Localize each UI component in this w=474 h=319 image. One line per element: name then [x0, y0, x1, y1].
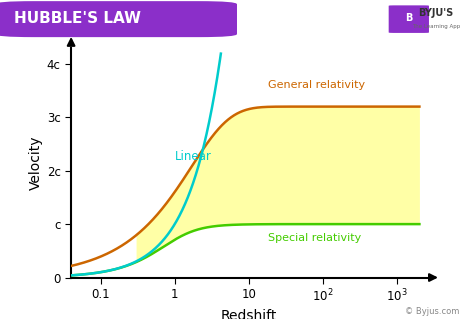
Text: HUBBLE'S LAW: HUBBLE'S LAW	[14, 11, 141, 26]
Text: B: B	[405, 13, 413, 23]
Text: © Byjus.com: © Byjus.com	[405, 307, 460, 316]
X-axis label: Redshift: Redshift	[221, 309, 277, 319]
FancyBboxPatch shape	[389, 5, 429, 33]
Text: Special relativity: Special relativity	[268, 233, 361, 243]
Text: The Learning App: The Learning App	[412, 24, 460, 29]
Text: BYJU'S: BYJU'S	[419, 8, 454, 19]
Y-axis label: Velocity: Velocity	[28, 136, 43, 190]
FancyBboxPatch shape	[0, 1, 237, 37]
Text: Linear: Linear	[175, 150, 211, 163]
Text: General relativity: General relativity	[268, 80, 365, 90]
